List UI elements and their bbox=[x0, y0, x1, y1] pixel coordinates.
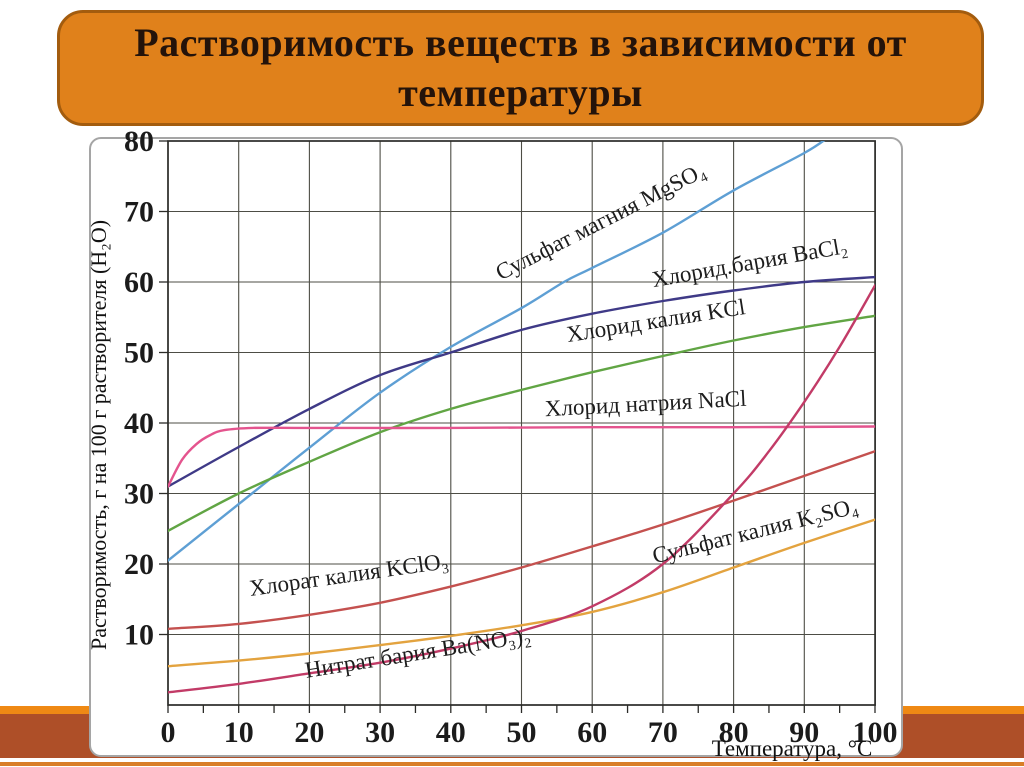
curve-label-bacl2: Хлорид.бария BaCl₂ bbox=[650, 233, 850, 292]
x-tick-label-70: 70 bbox=[648, 716, 678, 749]
x-tick-label-20: 20 bbox=[294, 716, 324, 749]
y-tick-label-50: 50 bbox=[124, 337, 154, 370]
curve-kcl bbox=[168, 314, 876, 533]
curve-nacl bbox=[168, 425, 876, 488]
x-tick-label-10: 10 bbox=[224, 716, 254, 749]
y-axis-title: Растворимость, г на 100 г растворителя (… bbox=[86, 220, 111, 650]
x-tick-label-30: 30 bbox=[365, 716, 395, 749]
y-tick-label-20: 20 bbox=[124, 548, 154, 581]
slide-title-line2: температуры bbox=[398, 70, 643, 115]
title-banner: Растворимость веществ в зависимости от т… bbox=[57, 10, 984, 126]
y-tick-label-60: 60 bbox=[124, 266, 154, 299]
chart-panel bbox=[89, 137, 903, 757]
y-tick-label-80: 80 bbox=[124, 125, 154, 158]
curve-bano32 bbox=[168, 284, 876, 694]
y-tick-label-40: 40 bbox=[124, 407, 154, 440]
y-tick-label-10: 10 bbox=[124, 619, 154, 652]
x-tick-label-0: 0 bbox=[161, 716, 176, 749]
curve-kclo3 bbox=[168, 450, 876, 631]
bottom-edge-line bbox=[0, 762, 1024, 766]
x-tick-label-40: 40 bbox=[436, 716, 466, 749]
x-tick-label-90: 90 bbox=[789, 716, 819, 749]
curve-label-k2so4: Сульфат калия K₂SO₄ bbox=[650, 493, 861, 568]
curve-label-nacl: Хлорид натрия NaCl bbox=[544, 386, 747, 422]
y-tick-label-70: 70 bbox=[124, 196, 154, 229]
curve-label-bano32: Нитрат бария Ba(NO₃)₂ bbox=[303, 622, 532, 682]
x-tick-label-80: 80 bbox=[719, 716, 749, 749]
x-tick-label-100: 100 bbox=[853, 716, 898, 749]
x-axis-title: Температура, °С bbox=[712, 736, 873, 761]
x-tick-label-60: 60 bbox=[577, 716, 607, 749]
curve-k2so4 bbox=[168, 518, 876, 668]
curve-bacl2 bbox=[168, 275, 876, 488]
x-tick-label-50: 50 bbox=[507, 716, 537, 749]
curve-mgso4 bbox=[168, 141, 826, 562]
y-tick-label-30: 30 bbox=[124, 478, 154, 511]
slide-title-line1: Растворимость веществ в зависимости от bbox=[134, 19, 907, 65]
